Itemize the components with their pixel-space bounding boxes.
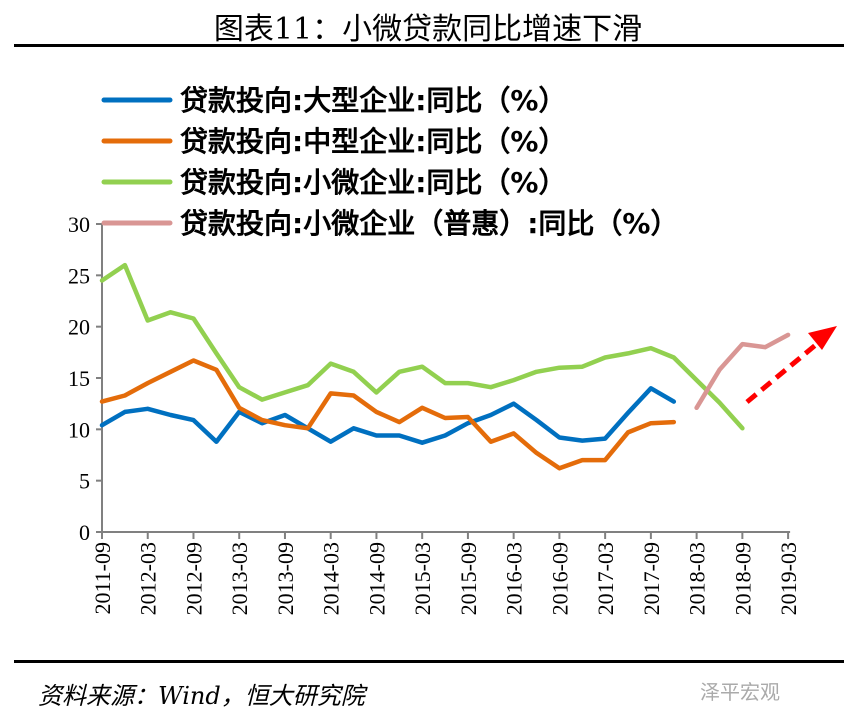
trend-arrow-head bbox=[808, 326, 837, 350]
x-tick-label: 2017-03 bbox=[593, 542, 618, 615]
series-line-3 bbox=[99, 262, 745, 431]
y-tick-label: 15 bbox=[68, 366, 90, 391]
x-tick-label: 2014-03 bbox=[319, 542, 344, 615]
series-line-4 bbox=[694, 332, 791, 411]
x-tick-label: 2018-09 bbox=[730, 542, 755, 615]
x-tick-label: 2019-03 bbox=[776, 542, 801, 615]
x-tick-label: 2016-03 bbox=[502, 542, 527, 615]
x-tick-label: 2012-03 bbox=[136, 542, 161, 615]
x-tick-label: 2018-03 bbox=[685, 542, 710, 615]
legend-label-3: 贷款投向:小微企业:同比（%） bbox=[180, 166, 566, 199]
x-tick-label: 2013-03 bbox=[227, 542, 252, 615]
series-line-1 bbox=[99, 386, 677, 445]
trend-arrow-shaft bbox=[745, 341, 820, 404]
x-tick-label: 2017-09 bbox=[639, 542, 664, 615]
y-tick-label: 10 bbox=[68, 417, 90, 442]
x-tick-label: 2013-09 bbox=[273, 542, 298, 615]
watermark: 泽平宏观 bbox=[700, 680, 780, 704]
x-tick-label: 2011-09 bbox=[90, 542, 115, 615]
figure-title: 图表11：小微贷款同比增速下滑 bbox=[213, 12, 643, 47]
bottom-rule bbox=[14, 660, 844, 663]
x-tick-label: 2014-09 bbox=[364, 542, 389, 615]
y-tick-label: 30 bbox=[68, 212, 90, 237]
legend-label-2: 贷款投向:中型企业:同比（%） bbox=[180, 125, 566, 158]
x-tick-label: 2012-09 bbox=[181, 542, 206, 615]
top-rule bbox=[14, 44, 844, 47]
x-tick-label: 2015-03 bbox=[410, 542, 435, 615]
legend-label-4: 贷款投向:小微企业（普惠）:同比（%） bbox=[180, 207, 678, 240]
source-note: 资料来源：Wind，恒大研究院 bbox=[38, 682, 365, 710]
y-tick-label: 25 bbox=[68, 263, 90, 288]
series-line-2 bbox=[99, 358, 677, 471]
y-tick-label: 0 bbox=[79, 520, 90, 545]
legend-label-1: 贷款投向:大型企业:同比（%） bbox=[180, 84, 566, 117]
x-tick-label: 2016-09 bbox=[547, 542, 572, 615]
y-tick-label: 5 bbox=[79, 469, 90, 494]
y-tick-label: 20 bbox=[68, 315, 90, 340]
x-tick-label: 2015-09 bbox=[456, 542, 481, 615]
